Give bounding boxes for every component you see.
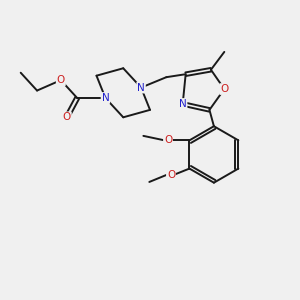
Text: O: O <box>164 135 172 145</box>
Text: O: O <box>63 112 71 122</box>
Text: O: O <box>167 169 175 179</box>
Text: O: O <box>220 84 228 94</box>
Text: O: O <box>57 75 65 85</box>
Text: N: N <box>137 82 145 93</box>
Text: N: N <box>101 93 109 103</box>
Text: N: N <box>179 99 187 109</box>
